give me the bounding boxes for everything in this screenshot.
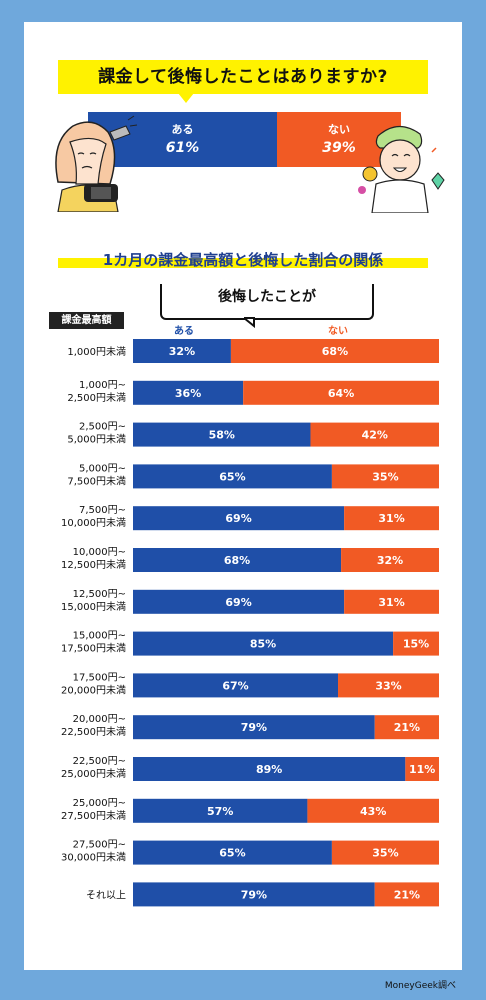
bar-aru-12 bbox=[133, 840, 332, 865]
bar-nai-7 bbox=[393, 631, 439, 656]
bar-nai-13 bbox=[374, 882, 439, 907]
bar-nai-2 bbox=[310, 422, 439, 447]
value-label-aru-4: 69% bbox=[225, 512, 251, 525]
bar-aru-11 bbox=[133, 798, 308, 823]
bar-aru-10 bbox=[133, 757, 406, 781]
value-label-nai-7: 15% bbox=[403, 638, 429, 651]
bar-aru-13 bbox=[133, 882, 375, 907]
legend-nai: ない bbox=[328, 326, 348, 337]
category-label-2: 2,500円~ 5,000円未満 bbox=[67, 422, 126, 446]
speech-bubble-tail bbox=[244, 317, 255, 328]
value-label-aru-0: 32% bbox=[169, 345, 195, 358]
bar-aru-6 bbox=[133, 589, 345, 614]
summary-nai-value: 39% bbox=[322, 140, 356, 156]
value-label-aru-2: 58% bbox=[209, 429, 235, 442]
chart-title: 1カ月の課金最高額と後悔した割合の関係 bbox=[102, 251, 384, 269]
value-label-nai-1: 64% bbox=[328, 387, 354, 400]
bar-aru-9 bbox=[133, 715, 375, 740]
value-label-nai-3: 35% bbox=[372, 470, 398, 483]
summary-bar-aru: ある 61% bbox=[88, 112, 277, 167]
value-label-aru-1: 36% bbox=[175, 387, 201, 400]
value-label-aru-8: 67% bbox=[222, 679, 248, 692]
bar-nai-12 bbox=[331, 840, 439, 865]
category-label-12: 27,500円~ 30,000円未満 bbox=[61, 840, 126, 864]
category-label-4: 7,500円~ 10,000円未満 bbox=[61, 505, 126, 529]
bar-nai-6 bbox=[344, 589, 439, 614]
speech-bubble: 後悔したことが bbox=[160, 284, 374, 320]
bar-aru-7 bbox=[133, 631, 394, 656]
category-label-5: 10,000円~ 12,500円未満 bbox=[61, 547, 126, 571]
bar-nai-3 bbox=[331, 464, 439, 489]
value-label-nai-12: 35% bbox=[372, 847, 398, 860]
value-label-aru-11: 57% bbox=[207, 805, 233, 818]
value-label-nai-9: 21% bbox=[394, 721, 420, 734]
value-label-nai-11: 43% bbox=[360, 805, 386, 818]
value-label-aru-12: 65% bbox=[219, 847, 245, 860]
bar-nai-8 bbox=[338, 673, 439, 698]
question-bubble-tail bbox=[178, 93, 194, 103]
category-label-6: 12,500円~ 15,000円未満 bbox=[61, 589, 126, 613]
value-label-aru-9: 79% bbox=[241, 721, 267, 734]
survey-question-title: 課金して後悔したことはありますか? bbox=[58, 60, 428, 94]
summary-aru-value: 61% bbox=[165, 140, 200, 156]
bar-aru-5 bbox=[133, 548, 342, 572]
bar-aru-1 bbox=[133, 380, 244, 405]
value-label-nai-5: 32% bbox=[377, 554, 403, 567]
bar-aru-3 bbox=[133, 464, 332, 489]
bar-aru-2 bbox=[133, 422, 311, 447]
summary-aru-label: ある bbox=[171, 123, 194, 136]
value-label-aru-3: 65% bbox=[219, 470, 245, 483]
bar-nai-1 bbox=[243, 380, 439, 405]
regretful-woman-icon bbox=[55, 115, 138, 212]
category-label-3: 5,000円~ 7,500円未満 bbox=[67, 463, 126, 487]
category-label-1: 1,000円~ 2,500円未満 bbox=[67, 380, 126, 404]
bar-nai-10 bbox=[405, 757, 439, 781]
bar-nai-0 bbox=[230, 339, 439, 363]
bar-aru-0 bbox=[133, 339, 231, 363]
happy-man-icon bbox=[358, 125, 445, 213]
value-label-nai-4: 31% bbox=[378, 512, 404, 525]
bar-aru-8 bbox=[133, 673, 339, 698]
value-label-nai-10: 11% bbox=[409, 763, 435, 776]
category-label-10: 22,500円~ 25,000円未満 bbox=[61, 756, 126, 780]
value-label-aru-13: 79% bbox=[241, 888, 267, 901]
bar-nai-11 bbox=[307, 798, 439, 823]
bar-aru-4 bbox=[133, 506, 345, 531]
bar-nai-4 bbox=[344, 506, 439, 531]
chart-title-highlight bbox=[58, 258, 428, 268]
category-label-0: 1,000円未満 bbox=[67, 346, 126, 358]
column-header: 課金最高額 bbox=[49, 312, 124, 329]
value-label-nai-0: 68% bbox=[322, 345, 348, 358]
value-label-nai-8: 33% bbox=[375, 679, 401, 692]
value-label-aru-5: 68% bbox=[224, 554, 250, 567]
value-label-aru-6: 69% bbox=[225, 596, 251, 609]
category-label-9: 20,000円~ 22,500円未満 bbox=[61, 714, 126, 738]
source-credit: MoneyGeek調べ bbox=[384, 981, 456, 991]
summary-nai-label: ない bbox=[328, 123, 350, 136]
value-label-nai-13: 21% bbox=[394, 888, 420, 901]
value-label-aru-7: 85% bbox=[250, 638, 276, 651]
bar-nai-9 bbox=[374, 715, 439, 740]
category-label-11: 25,000円~ 27,500円未満 bbox=[61, 798, 126, 822]
category-label-8: 17,500円~ 20,000円未満 bbox=[61, 672, 126, 696]
category-label-7: 15,000円~ 17,500円未満 bbox=[61, 631, 126, 655]
legend-aru: ある bbox=[174, 326, 194, 337]
category-label-13: それ以上 bbox=[86, 889, 126, 901]
value-label-aru-10: 89% bbox=[256, 763, 282, 776]
value-label-nai-2: 42% bbox=[362, 429, 388, 442]
value-label-nai-6: 31% bbox=[378, 596, 404, 609]
bar-nai-5 bbox=[341, 548, 439, 572]
